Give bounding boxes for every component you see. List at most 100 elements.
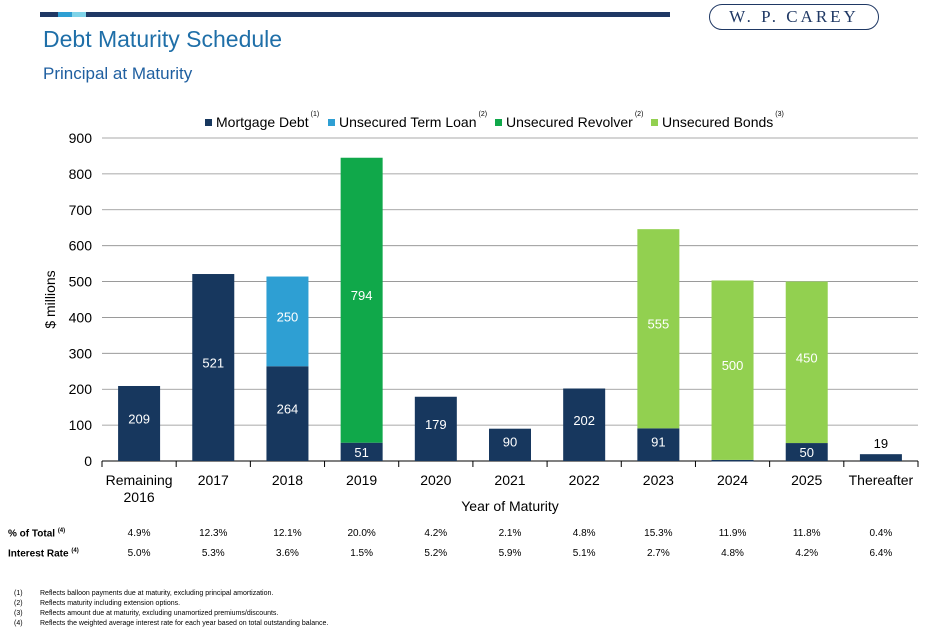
data-label: 521 (202, 356, 224, 371)
bar-segment (266, 276, 309, 367)
legend-note: (1) (311, 111, 320, 118)
bar-segment (340, 442, 383, 461)
pct-total-cell: 0.4% (869, 528, 893, 539)
legend-swatch (495, 119, 502, 126)
data-label: 91 (651, 434, 665, 449)
pct-total-cell: 4.8% (572, 528, 596, 539)
y-tick-label: 400 (69, 309, 93, 325)
data-label: 500 (722, 358, 744, 373)
data-label: 90 (503, 435, 517, 450)
interest-rate-cell: 1.5% (350, 548, 374, 559)
legend-note: (2) (635, 111, 644, 118)
y-axis-label: $ millions (42, 270, 58, 328)
interest-rate-cell: 5.0% (127, 548, 151, 559)
y-tick-label: 500 (69, 274, 93, 290)
data-label: 179 (425, 417, 447, 432)
y-tick-label: 300 (69, 345, 93, 361)
interest-rate-cell: 2.7% (646, 548, 670, 559)
bar-segment (192, 274, 235, 461)
bar-segment (489, 428, 531, 461)
data-label: 264 (277, 402, 299, 417)
data-label: 250 (277, 309, 299, 324)
pct-total-cell: 2.1% (498, 528, 522, 539)
x-tick-label: 2017 (198, 472, 229, 488)
interest-rate-row: Interest Rate (4) 5.0% 5.3% 3.6% 1.5% 5.2% 5.… (0, 544, 931, 564)
data-label: 794 (351, 288, 373, 303)
bar-segment (711, 459, 754, 462)
company-logo: W. P. CAREY (709, 4, 879, 30)
y-tick-label: 900 (69, 130, 93, 146)
x-tick-label: 2019 (346, 472, 377, 488)
pct-total-cell: 4.2% (424, 528, 448, 539)
data-label: 51 (354, 445, 368, 460)
legend-label: Unsecured Revolver (506, 114, 633, 130)
pct-total-row: % of Total (4) 4.9% 12.3% 12.1% 20.0% 4.2% 2.… (0, 524, 931, 544)
interest-rate-cell: 5.1% (572, 548, 596, 559)
pct-total-cell: 20.0% (347, 528, 376, 539)
x-tick-label: 2022 (569, 472, 600, 488)
footnote: (4) Reflects the weighted average interes… (14, 620, 329, 627)
x-tick-label: 2023 (643, 472, 674, 488)
bar-segment (266, 366, 309, 461)
y-tick-label: 200 (69, 381, 93, 397)
legend-swatch (328, 119, 335, 126)
interest-rate-cell: 5.9% (498, 548, 522, 559)
data-label: 450 (796, 350, 818, 365)
pct-total-cell: 12.3% (199, 528, 228, 539)
bar-segment (785, 281, 828, 444)
debt-maturity-chart: 0 100 200 300 400 500 600 700 800 900 $ millions 20… (42, 111, 919, 514)
pct-total-cell: 15.3% (644, 528, 673, 539)
interest-rate-cell: 4.8% (721, 548, 744, 559)
legend-label: Unsecured Term Loan (339, 114, 476, 130)
x-tick-label: 2020 (420, 472, 451, 488)
y-tick-label: 700 (69, 202, 93, 218)
data-label: 209 (128, 411, 150, 426)
footnote: (1) Reflects balloon payments due at matu… (14, 590, 274, 597)
legend-swatch (205, 119, 212, 126)
y-tick-label: 600 (69, 238, 93, 254)
legend-swatch (651, 119, 658, 126)
interest-rate-label: Interest Rate (8, 548, 69, 560)
x-tick-label: Remaining (106, 472, 173, 488)
pct-total-cell: 4.9% (127, 528, 151, 539)
bar-segment (711, 280, 754, 460)
page-subtitle: Principal at Maturity (43, 64, 193, 83)
interest-rate-cell: 5.3% (201, 548, 225, 559)
footnotes: (1) Reflects balloon payments due at matu… (14, 589, 328, 629)
data-label: 555 (648, 317, 670, 332)
y-tick-label: 800 (69, 166, 93, 182)
pct-total-note: (4) (57, 528, 66, 534)
data-label: 19 (874, 436, 888, 451)
bar-segment (859, 454, 902, 461)
x-axis-label: Year of Maturity (461, 498, 559, 514)
data-label: 202 (573, 413, 595, 428)
interest-rate-note: (4) (71, 548, 79, 554)
pct-total-label: % of Total (8, 528, 56, 540)
legend-note: (2) (478, 111, 487, 118)
interest-rate-cell: 3.6% (276, 548, 299, 559)
bar-segment (637, 428, 680, 461)
interest-rate-cell: 4.2% (795, 548, 819, 559)
x-tick-label: Thereafter (849, 472, 914, 488)
legend-note: (3) (775, 111, 784, 118)
header-accent-bar (40, 12, 670, 17)
bar-segment (340, 157, 383, 443)
bar-segment (118, 385, 161, 461)
x-tick-label: 2018 (272, 472, 303, 488)
pct-total-cell: 11.8% (792, 528, 821, 539)
bar-segment (563, 388, 606, 461)
y-tick-label: 100 (69, 417, 93, 433)
data-label: 50 (799, 445, 813, 460)
legend-label: Unsecured Bonds (662, 114, 773, 130)
bar-segment (637, 229, 680, 429)
footnote: (2) Reflects maturity including extension… (14, 600, 181, 607)
bar-segment (414, 396, 457, 461)
legend-label: Mortgage Debt (216, 114, 309, 130)
pct-total-cell: 11.9% (718, 528, 747, 539)
page-title: Debt Maturity Schedule (43, 26, 283, 52)
interest-rate-cell: 6.4% (869, 548, 893, 559)
x-tick-label: 2016 (124, 489, 155, 505)
pct-total-cell: 12.1% (273, 528, 302, 539)
bar-segment (785, 443, 828, 461)
x-tick-label: 2024 (717, 472, 748, 488)
